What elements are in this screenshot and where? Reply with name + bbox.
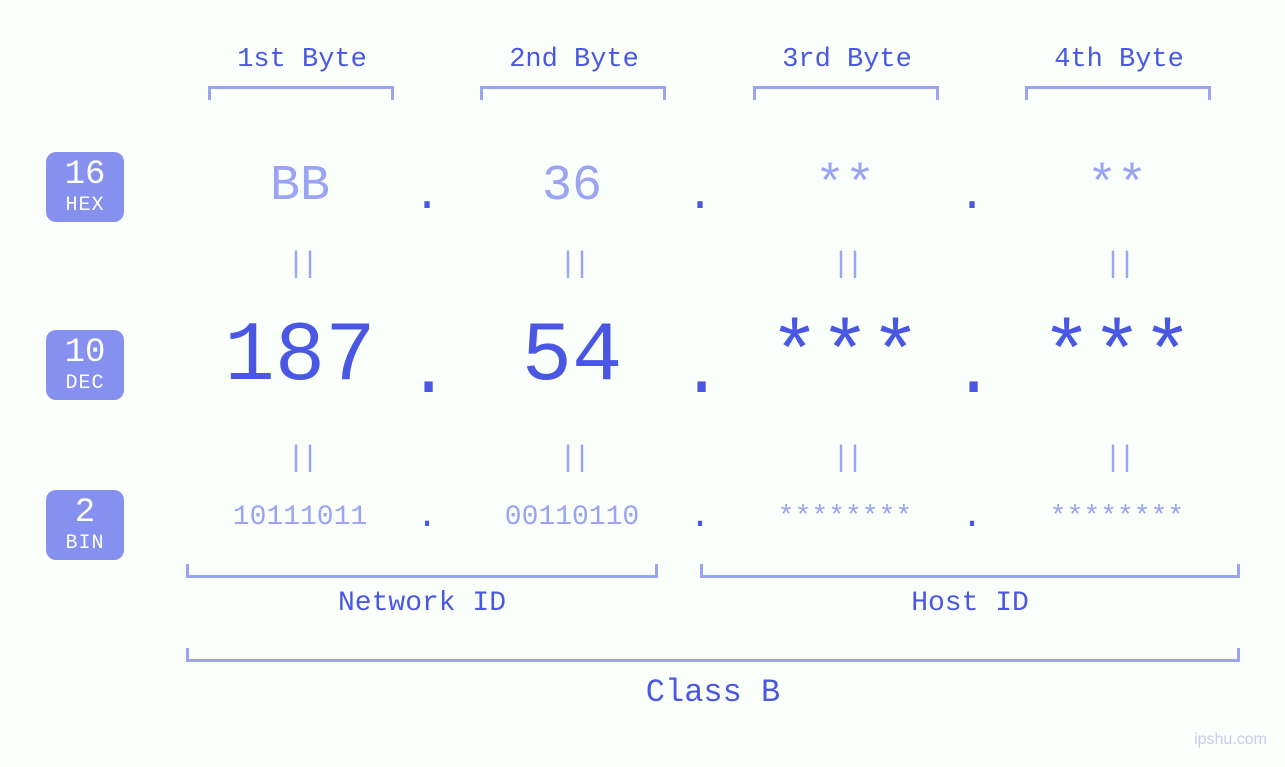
eq-top-4: || xyxy=(1103,248,1133,282)
bracket-host xyxy=(700,564,1240,578)
badge-dec-label: DEC xyxy=(65,374,104,394)
dec-byte-4: *** xyxy=(987,310,1247,405)
byte-header-3: 3rd Byte xyxy=(777,45,917,75)
badge-bin-num: 2 xyxy=(75,496,95,530)
byte-header-1: 1st Byte xyxy=(232,45,372,75)
bracket-byte-3 xyxy=(753,86,939,100)
bracket-network xyxy=(186,564,658,578)
hex-dot-1: . xyxy=(412,170,442,222)
badge-bin: 2 BIN xyxy=(46,490,124,560)
bin-byte-2: 00110110 xyxy=(442,502,702,533)
hex-dot-2: . xyxy=(685,170,715,222)
badge-dec: 10 DEC xyxy=(46,330,124,400)
label-class: Class B xyxy=(186,674,1240,711)
hex-byte-2: 36 xyxy=(452,158,692,215)
badge-bin-label: BIN xyxy=(65,534,104,554)
hex-byte-4: ** xyxy=(997,158,1237,215)
bin-dot-1: . xyxy=(412,496,442,537)
watermark: ipshu.com xyxy=(1194,731,1267,749)
dec-byte-1: 187 xyxy=(170,310,430,405)
bin-dot-3: . xyxy=(957,496,987,537)
label-host: Host ID xyxy=(700,588,1240,619)
badge-hex: 16 HEX xyxy=(46,152,124,222)
byte-header-4: 4th Byte xyxy=(1049,45,1189,75)
bin-byte-3: ******** xyxy=(715,502,975,533)
hex-byte-3: ** xyxy=(725,158,965,215)
byte-header-2: 2nd Byte xyxy=(504,45,644,75)
badge-hex-label: HEX xyxy=(65,196,104,216)
dec-dot-1: . xyxy=(407,332,447,414)
hex-byte-1: BB xyxy=(180,158,420,215)
badge-hex-num: 16 xyxy=(65,158,106,192)
eq-top-2: || xyxy=(558,248,588,282)
eq-top-1: || xyxy=(286,248,316,282)
bracket-byte-2 xyxy=(480,86,666,100)
eq-top-3: || xyxy=(831,248,861,282)
dec-dot-2: . xyxy=(680,332,720,414)
bracket-byte-4 xyxy=(1025,86,1211,100)
badge-dec-num: 10 xyxy=(65,336,106,370)
dec-byte-2: 54 xyxy=(442,310,702,405)
hex-dot-3: . xyxy=(957,170,987,222)
bracket-byte-1 xyxy=(208,86,394,100)
eq-bot-4: || xyxy=(1103,442,1133,476)
bin-byte-1: 10111011 xyxy=(170,502,430,533)
bin-byte-4: ******** xyxy=(987,502,1247,533)
bracket-class xyxy=(186,648,1240,662)
dec-dot-3: . xyxy=(952,332,992,414)
eq-bot-1: || xyxy=(286,442,316,476)
eq-bot-3: || xyxy=(831,442,861,476)
eq-bot-2: || xyxy=(558,442,588,476)
bin-dot-2: . xyxy=(685,496,715,537)
dec-byte-3: *** xyxy=(715,310,975,405)
label-network: Network ID xyxy=(186,588,658,619)
